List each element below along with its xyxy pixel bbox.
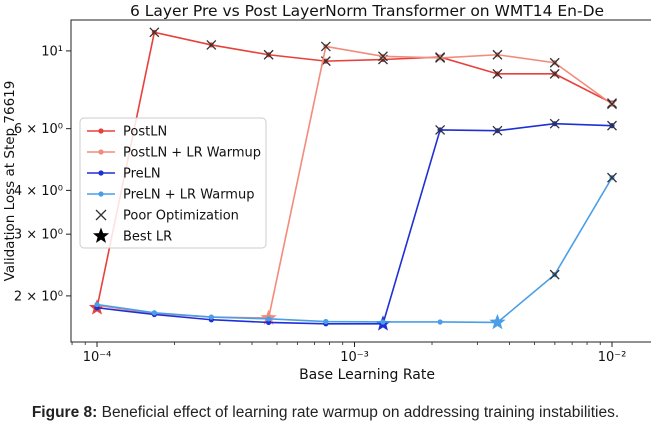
- y-axis-label: Validation Loss at Step 76619: [2, 81, 18, 282]
- x-axis-label: Base Learning Rate: [299, 367, 435, 383]
- chart-title: 6 Layer Pre vs Post LayerNorm Transforme…: [130, 2, 604, 20]
- legend-label: PreLN: [123, 167, 161, 182]
- figure-caption: Figure 8: Beneficial effect of learning …: [0, 404, 651, 422]
- legend-label: Best LR: [123, 230, 172, 245]
- series-preln-lr-warmup: [94, 172, 617, 330]
- poor-optimization-marker: [607, 172, 617, 183]
- caption-text: Beneficial effect of learning rate warmu…: [97, 404, 620, 421]
- legend-star-icon: [92, 227, 110, 243]
- data-point: [437, 319, 443, 325]
- data-point: [151, 310, 157, 316]
- data-point: [266, 316, 272, 322]
- y-tick-label: 6 × 10⁰: [14, 122, 63, 137]
- legend-item: Poor Optimization: [95, 209, 239, 224]
- chart: 6 Layer Pre vs Post LayerNorm Transforme…: [2, 2, 651, 383]
- legend-label: PostLN + LR Warmup: [123, 146, 261, 161]
- legend-x-icon: [95, 209, 107, 221]
- data-point: [94, 301, 100, 308]
- poor-optimization-marker: [549, 269, 560, 280]
- legend-label: PostLN: [123, 125, 167, 140]
- data-point: [208, 314, 214, 320]
- y-tick-label: 3 × 10⁰: [14, 228, 63, 243]
- legend-item: Best LR: [92, 227, 172, 245]
- poor-optimization-marker: [492, 68, 503, 79]
- caption-label: Figure 8:: [31, 404, 98, 421]
- series-line: [96, 122, 613, 325]
- poor-optimization-marker: [320, 41, 331, 52]
- y-tick-label: 4 × 10⁰: [14, 184, 63, 199]
- x-tick-label: 10⁻³: [340, 350, 369, 365]
- legend-item: PreLN + LR Warmup: [87, 188, 254, 203]
- poor-optimization-marker: [149, 27, 160, 38]
- data-point: [380, 319, 386, 325]
- legend-label: PreLN + LR Warmup: [123, 188, 254, 203]
- legend-dot: [98, 128, 104, 134]
- legend-label: Poor Optimization: [123, 209, 239, 224]
- plot-frame: [70, 19, 651, 343]
- legend-item: PostLN + LR Warmup: [87, 146, 261, 161]
- poor-optimization-marker: [492, 49, 503, 60]
- poor-optimization-marker: [549, 118, 560, 129]
- legend-dot: [98, 170, 104, 176]
- legend-dot: [98, 191, 104, 197]
- legend: PostLN PostLN + LR Warmup PreLN PreLN + LR …: [79, 117, 267, 249]
- data-point: [266, 319, 272, 326]
- plot-area: [88, 27, 617, 331]
- best-lr-marker: [489, 313, 506, 330]
- legend-dot: [98, 149, 104, 155]
- y-axis: 2 × 10⁰ 3 × 10⁰ 4 × 10⁰ 6 × 10⁰ 10¹: [14, 44, 71, 304]
- legend-item: PreLN: [87, 167, 161, 182]
- poor-optimization-marker: [435, 52, 446, 63]
- poor-optimization-marker: [549, 57, 560, 68]
- poor-optimization-marker: [263, 49, 274, 60]
- data-point: [323, 318, 329, 325]
- poor-optimization-marker: [378, 51, 388, 62]
- poor-optimization-marker: [607, 99, 617, 110]
- x-tick-label: 10⁻⁴: [83, 350, 112, 365]
- poor-optimization-marker: [607, 120, 617, 131]
- y-tick-label: 10¹: [41, 44, 63, 59]
- y-tick-label: 2 × 10⁰: [14, 289, 63, 304]
- series-line: [96, 31, 613, 308]
- legend-box: [79, 117, 267, 249]
- legend-item: PostLN: [87, 125, 167, 140]
- poor-optimization-marker: [435, 124, 446, 135]
- x-tick-label: 10⁻²: [598, 350, 627, 365]
- x-axis: 10⁻⁴ 10⁻³ 10⁻²: [71, 342, 627, 365]
- series-line: [96, 177, 613, 324]
- poor-optimization-marker: [206, 39, 217, 50]
- poor-optimization-marker: [492, 125, 503, 136]
- poor-optimization-marker: [549, 68, 560, 79]
